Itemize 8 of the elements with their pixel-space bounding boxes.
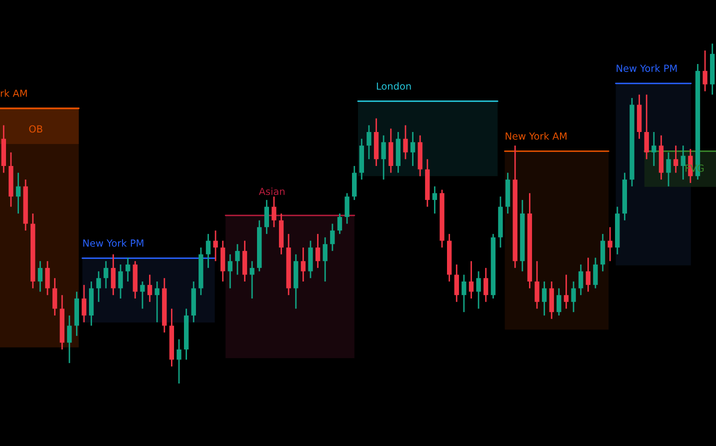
annotation: New York AM: [506, 132, 566, 140]
annotation: New York PM: [616, 64, 677, 72]
annotation: New York PM: [83, 239, 144, 247]
annotation: London: [376, 82, 411, 90]
annotation: Asian: [258, 188, 285, 196]
annotation: OB: [29, 125, 42, 133]
annotation: FVG: [686, 164, 704, 172]
annotation: rk AM: [0, 89, 27, 97]
